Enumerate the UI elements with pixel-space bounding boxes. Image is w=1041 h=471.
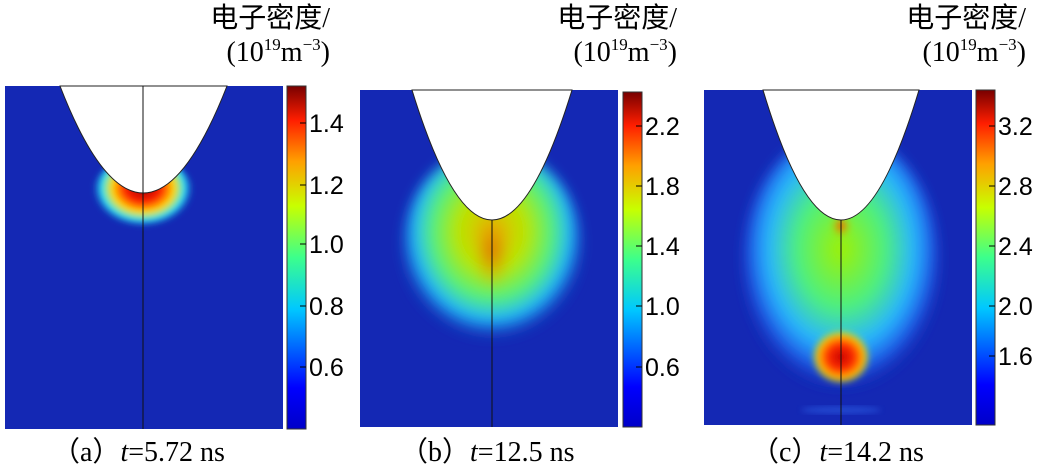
colorbar-tick-label: 0.6 bbox=[645, 354, 680, 382]
unit-label-title: 电子密度/ bbox=[906, 3, 1026, 34]
colorbar-tick-label: 2.8 bbox=[998, 173, 1033, 201]
electrode-tip bbox=[411, 89, 573, 221]
unit-label-title: 电子密度/ bbox=[210, 3, 330, 34]
electrode-tip bbox=[762, 89, 920, 221]
colorbar bbox=[622, 91, 643, 428]
colorbar-tick-label: 1.4 bbox=[645, 233, 680, 261]
colorbar bbox=[286, 85, 307, 430]
unit-label-value: (1019m−3) bbox=[573, 35, 677, 68]
colorbar-ticks-b: 2.2 1.8 1.4 1.0 0.6 bbox=[636, 113, 680, 382]
colorbar-tick-label: 0.8 bbox=[309, 293, 344, 321]
panel-b: 电子密度/ (1019m−3) 2.2 1.8 1.4 1.0 0.6 （b）t… bbox=[357, 0, 704, 471]
panel-c: 电子密度/ (1019m−3) 3.2 2.8 2.4 2.0 1.6 （c）t… bbox=[701, 0, 1041, 471]
caption-c: （c）t=14.2 ns bbox=[751, 437, 924, 468]
colorbar-ticks-c: 3.2 2.8 2.4 2.0 1.6 bbox=[989, 113, 1033, 371]
colorbar-tick-label: 0.6 bbox=[309, 354, 344, 382]
caption-b: （b）t=12.5 ns bbox=[400, 437, 575, 468]
colorbar-tick-label: 1.4 bbox=[309, 110, 344, 138]
colorbar-tick-label: 2.4 bbox=[998, 233, 1033, 261]
unit-label-a: 电子密度/ (1019m−3) bbox=[160, 2, 330, 73]
density-plot-a: 1.4 1.2 1.0 0.8 0.6 bbox=[5, 85, 344, 430]
colorbar-tick-label: 1.0 bbox=[309, 231, 344, 259]
colorbar-tick-label: 3.2 bbox=[998, 113, 1033, 141]
colorbar-tick-label: 1.2 bbox=[309, 172, 344, 200]
caption-a: （a）t=5.72 ns bbox=[52, 437, 225, 468]
colorbar-tick-label: 2.0 bbox=[998, 293, 1033, 321]
unit-label-title: 电子密度/ bbox=[557, 3, 677, 34]
colorbar-tick-label: 1.0 bbox=[645, 293, 680, 321]
unit-label-b: 电子密度/ (1019m−3) bbox=[507, 2, 677, 73]
colorbar bbox=[975, 89, 996, 426]
panel-a: 电子密度/ (1019m−3) 1.4 1.2 1.0 0.8 0.6 （a）t… bbox=[0, 0, 347, 471]
density-plot-c: 3.2 2.8 2.4 2.0 1.6 bbox=[704, 89, 1033, 426]
unit-label-value: (1019m−3) bbox=[922, 35, 1026, 68]
colorbar-tick-label: 2.2 bbox=[645, 113, 680, 141]
unit-label-value: (1019m−3) bbox=[226, 35, 330, 68]
colorbar-tick-label: 1.8 bbox=[645, 173, 680, 201]
density-plot-b: 2.2 1.8 1.4 1.0 0.6 bbox=[360, 89, 680, 428]
colorbar-tick-label: 1.6 bbox=[998, 343, 1033, 371]
unit-label-c: 电子密度/ (1019m−3) bbox=[856, 2, 1026, 73]
colorbar-ticks-a: 1.4 1.2 1.0 0.8 0.6 bbox=[300, 110, 344, 382]
